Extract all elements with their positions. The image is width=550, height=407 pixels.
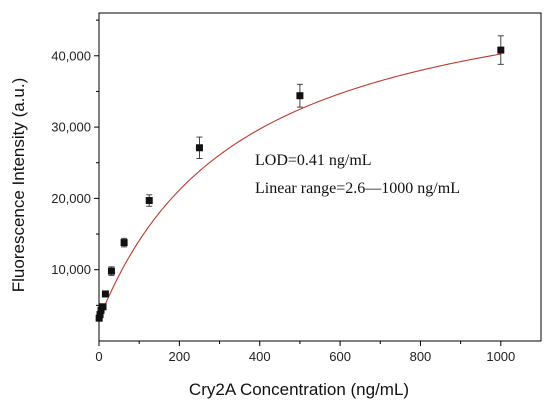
data-point (95, 314, 103, 322)
y-tick-label: 40,000 (51, 48, 91, 63)
x-tick-label: 0 (95, 349, 102, 364)
data-point (195, 144, 203, 152)
x-tick-label: 1000 (486, 349, 515, 364)
data-point (497, 46, 505, 54)
data-point (99, 303, 107, 311)
y-tick-label: 10,000 (51, 262, 91, 277)
data-point (145, 197, 153, 205)
data-point (120, 239, 128, 247)
x-axis-title: Cry2A Concentration (ng/mL) (189, 380, 409, 399)
linear-range-annotation: Linear range=2.6—1000 ng/mL (255, 180, 460, 197)
data-point (101, 290, 109, 298)
data-point (96, 311, 104, 319)
x-tick-label: 600 (329, 349, 351, 364)
x-tick-label: 800 (410, 349, 432, 364)
y-tick-label: 30,000 (51, 120, 91, 135)
data-point (296, 92, 304, 100)
plot-border (98, 12, 542, 342)
fit-curve (98, 53, 501, 320)
y-axis-title: Fluorescence Intensity (a.u.) (9, 78, 28, 292)
lod-annotation: LOD=0.41 ng/mL (255, 152, 372, 169)
x-tick-label: 400 (249, 349, 271, 364)
x-tick-label: 200 (169, 349, 191, 364)
axis-ticks-layer: 0 200 400 600 800 1000 10,000 20,000 30,000 40,00… (51, 19, 515, 364)
y-tick-label: 20,000 (51, 191, 91, 206)
data-points-layer (95, 35, 505, 322)
plot-frame (98, 12, 542, 342)
data-point (97, 306, 105, 314)
data-point (107, 267, 115, 275)
fit-curve-layer (98, 53, 501, 320)
